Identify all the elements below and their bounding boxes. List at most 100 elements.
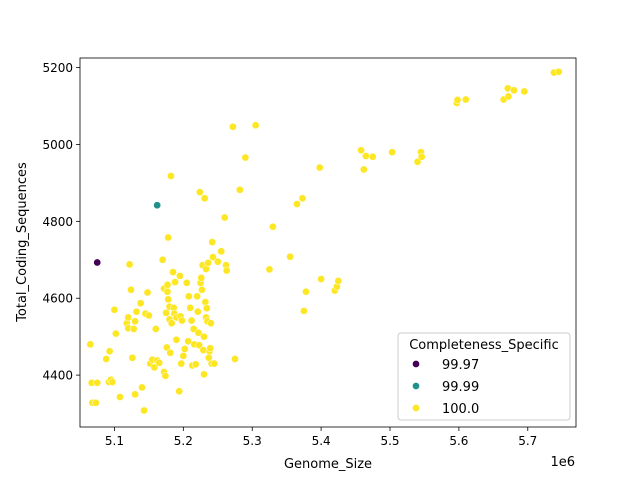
- legend: Completeness_Specific 99.97 99.99 100.0: [397, 332, 571, 421]
- data-point: [164, 233, 173, 242]
- data-point: [184, 337, 193, 346]
- legend-marker: [412, 404, 420, 412]
- data-point: [158, 255, 167, 264]
- data-point: [293, 200, 301, 208]
- data-point: [163, 280, 172, 289]
- data-point: [179, 352, 188, 360]
- data-point: [193, 292, 201, 301]
- legend-marker: [412, 360, 420, 368]
- data-point: [91, 398, 100, 407]
- data-point: [184, 292, 193, 301]
- data-point: [213, 257, 222, 266]
- y-axis: 4400 4600 4800 5000 5200: [42, 61, 80, 383]
- data-point: [136, 299, 145, 308]
- data-point: [167, 319, 176, 328]
- data-point: [208, 238, 217, 246]
- data-point: [265, 265, 274, 274]
- data-point: [131, 317, 139, 326]
- data-point: [200, 370, 208, 379]
- data-point: [164, 295, 173, 304]
- data-point: [124, 313, 133, 322]
- data-point: [269, 222, 277, 231]
- y-tick-label: 4600: [42, 292, 73, 306]
- x-tick-label: 5.2: [174, 434, 193, 448]
- data-point: [202, 304, 211, 313]
- data-point: [315, 163, 324, 172]
- legend-label: 100.0: [442, 402, 479, 417]
- data-point: [417, 152, 426, 161]
- data-point: [241, 153, 250, 162]
- data-point: [111, 329, 120, 338]
- data-point: [357, 146, 365, 155]
- x-axis: 5.1 5.2 5.3 5.4 5.5 5.6 5.7: [105, 427, 537, 448]
- data-point: [167, 172, 175, 180]
- data-point: [510, 86, 518, 95]
- data-point: [220, 213, 229, 222]
- data-point: [199, 346, 208, 354]
- data-point: [210, 359, 219, 368]
- data-point: [334, 277, 343, 285]
- data-point: [102, 355, 111, 363]
- data-point: [554, 67, 563, 76]
- data-point: [317, 275, 325, 283]
- data-point: [235, 185, 244, 194]
- y-axis-label: Total_Coding_Sequences: [15, 162, 30, 323]
- data-point: [388, 148, 396, 157]
- data-point: [143, 288, 152, 297]
- y-tick-label: 4800: [42, 215, 73, 229]
- data-point: [127, 285, 135, 294]
- plot-area-frame: [79, 57, 577, 428]
- data-point: [153, 201, 162, 210]
- data-point: [194, 328, 203, 337]
- data-point: [175, 387, 184, 396]
- data-point: [461, 95, 470, 104]
- data-point: [180, 345, 189, 353]
- data-point: [413, 157, 422, 166]
- data-point: [302, 287, 310, 296]
- data-point: [229, 122, 237, 131]
- data-point: [163, 287, 172, 296]
- legend-marker: [412, 382, 420, 390]
- data-point: [182, 279, 191, 287]
- data-point: [116, 393, 124, 401]
- data-point: [129, 325, 138, 333]
- data-point: [138, 383, 146, 392]
- data-point: [172, 335, 181, 344]
- data-point: [128, 353, 137, 362]
- data-point: [93, 258, 102, 267]
- data-point: [86, 340, 95, 349]
- data-point: [191, 360, 200, 369]
- data-point: [204, 259, 212, 267]
- data-point: [166, 348, 175, 357]
- data-point: [200, 332, 208, 341]
- y-tick-label: 5200: [42, 61, 73, 75]
- data-point: [286, 252, 294, 261]
- data-point: [125, 260, 134, 269]
- data-point: [197, 274, 206, 282]
- data-point: [368, 152, 377, 161]
- data-point: [162, 308, 170, 317]
- data-point: [110, 305, 119, 314]
- data-point: [132, 307, 141, 316]
- data-point: [162, 343, 171, 352]
- data-point: [217, 247, 226, 256]
- x-tick-label: 5.5: [380, 434, 399, 448]
- data-point: [195, 341, 204, 349]
- data-point: [131, 390, 139, 399]
- data-point: [453, 96, 462, 104]
- data-point: [200, 194, 209, 203]
- x-axis-label: Genome_Size: [284, 457, 372, 472]
- data-point: [177, 359, 186, 368]
- x-tick-label: 5.6: [449, 434, 468, 448]
- y-tick-label: 5000: [42, 138, 73, 152]
- data-point: [93, 378, 102, 387]
- data-point: [186, 303, 195, 312]
- data-point: [105, 347, 114, 356]
- points-layer: [86, 67, 563, 415]
- data-point: [207, 319, 215, 328]
- data-point: [231, 355, 239, 363]
- data-point: [169, 268, 177, 276]
- legend-title: Completeness_Specific: [409, 338, 559, 353]
- data-point: [504, 92, 513, 101]
